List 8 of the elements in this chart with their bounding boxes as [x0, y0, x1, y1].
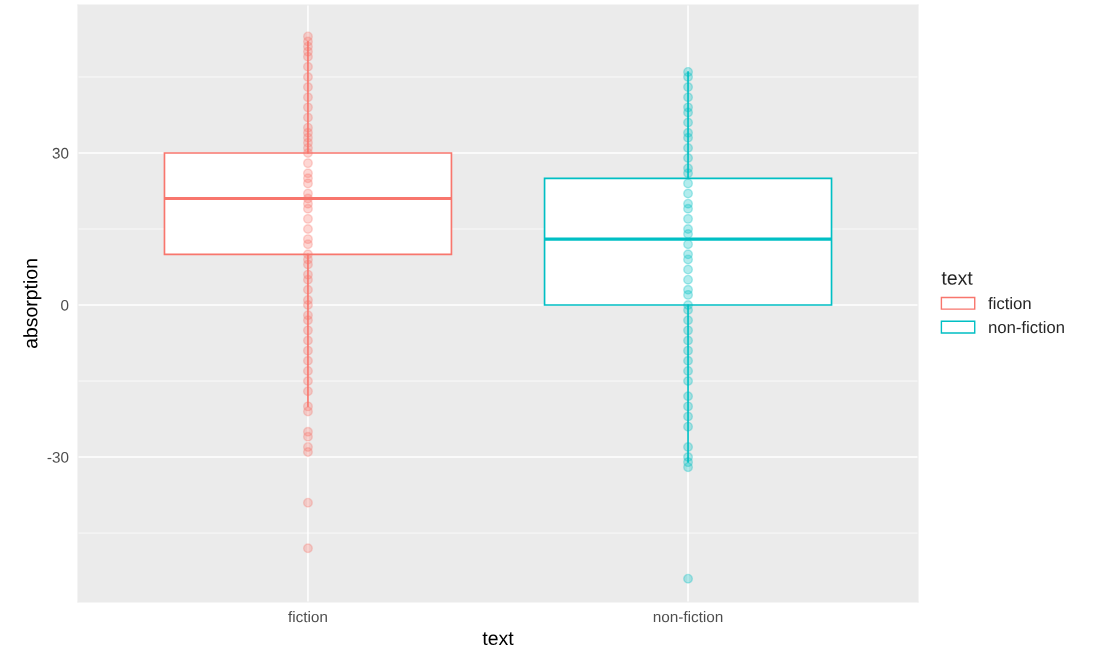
y-axis-title: absorption — [23, 259, 42, 349]
y-tick-label: 30 — [52, 147, 69, 159]
x-axis-title: text — [941, 272, 973, 285]
y-tick-label: 0 — [61, 299, 69, 311]
legend-label: non-fiction — [989, 320, 1064, 334]
y-tick-label: -30 — [47, 451, 69, 463]
legend-title: text — [482, 632, 514, 646]
legend-label: fiction — [988, 297, 1031, 310]
